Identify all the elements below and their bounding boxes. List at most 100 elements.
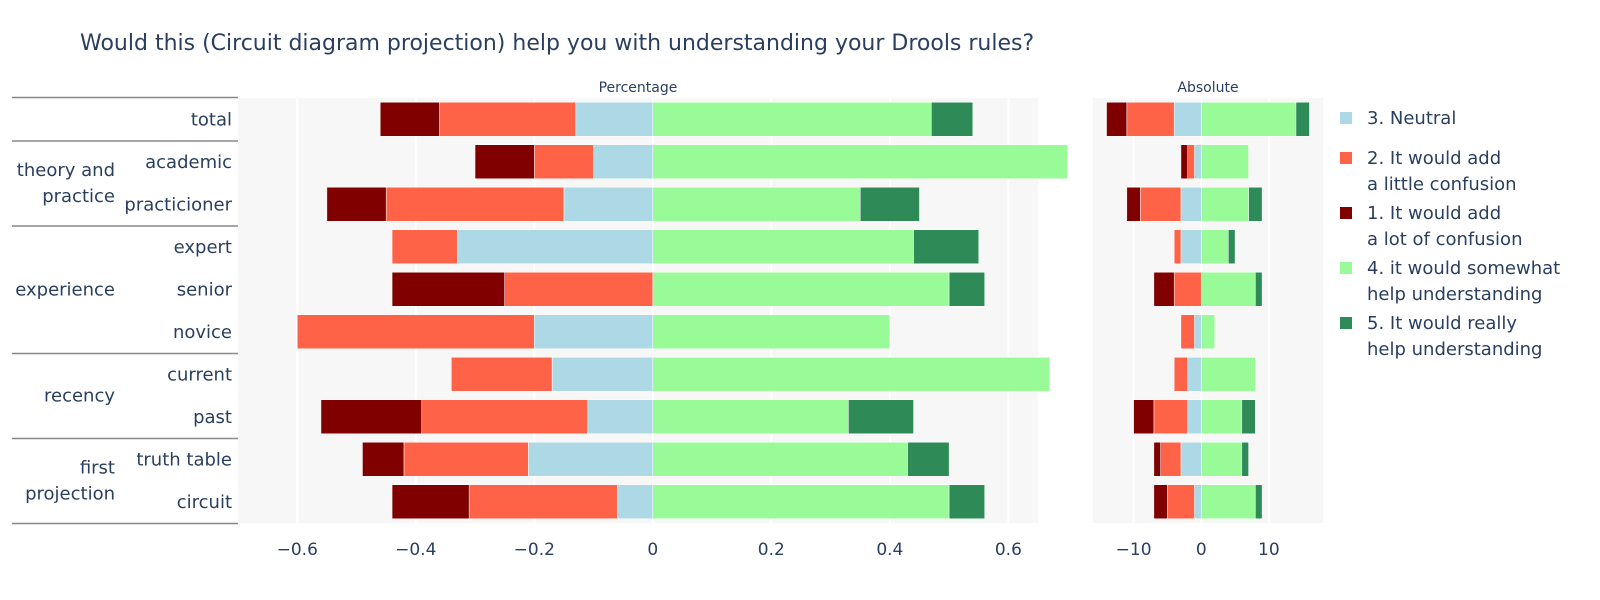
- abs-bar-somewhat-novice: [1200, 314, 1216, 349]
- pct-bar-little-truth-table: [403, 442, 529, 477]
- row-label-truth-table: truth table: [136, 449, 232, 470]
- abs-bar-neutral-circuit: [1194, 484, 1202, 519]
- row-label-practicioner: practicioner: [124, 194, 232, 215]
- abs-bar-little-novice: [1180, 314, 1195, 349]
- legend-label-little: 2. It would add: [1367, 148, 1501, 169]
- abs-bar-really-expert: [1228, 229, 1236, 264]
- abs-bar-lot-senior: [1153, 272, 1175, 307]
- abs-bar-really-circuit: [1255, 484, 1263, 519]
- legend-label-somewhat: help understanding: [1367, 284, 1542, 305]
- x-axis-ticks: −0.6 −0.4 −0.2 0 0.2 0.4 0.6 −10 0 10: [277, 540, 1280, 560]
- abs-x-tick-label: 10: [1258, 540, 1280, 560]
- legend-label-really: 5. It would really: [1367, 313, 1517, 334]
- legend-swatch-really: [1340, 317, 1352, 329]
- percentage-panel-title: Percentage: [599, 80, 678, 96]
- pct-x-tick-label: 0.4: [876, 540, 903, 560]
- pct-bar-lot-past: [320, 399, 422, 434]
- pct-bar-somewhat-novice: [652, 314, 891, 349]
- abs-bar-somewhat-circuit: [1200, 484, 1256, 519]
- legend-label-little: a little confusion: [1367, 174, 1517, 195]
- pct-bar-really-past: [848, 399, 914, 434]
- pct-x-tick-label: 0.6: [995, 540, 1022, 560]
- legend-swatch-neutral: [1340, 112, 1352, 124]
- legend-label-somewhat: 4. it would somewhat: [1367, 258, 1560, 279]
- pct-bar-somewhat-academic: [652, 144, 1068, 179]
- pct-bar-neutral-expert: [457, 229, 654, 264]
- pct-bar-somewhat-current: [652, 357, 1051, 392]
- abs-bar-neutral-past: [1187, 399, 1202, 434]
- pct-bar-somewhat-circuit: [652, 484, 950, 519]
- abs-bar-little-expert: [1173, 229, 1182, 264]
- pct-bar-somewhat-practicioner: [652, 187, 861, 222]
- row-label-total: total: [191, 109, 232, 130]
- abs-bar-little-truth-table: [1160, 442, 1182, 477]
- pct-bar-lot-senior: [391, 272, 505, 307]
- pct-bar-really-total: [931, 102, 974, 137]
- pct-bar-little-novice: [297, 314, 535, 349]
- legend-label-lot: 1. It would add: [1367, 203, 1501, 224]
- abs-bar-somewhat-academic: [1200, 144, 1249, 179]
- abs-bar-neutral-novice: [1194, 314, 1202, 349]
- pct-bar-neutral-practicioner: [563, 187, 654, 222]
- legend-label-really: help understanding: [1367, 339, 1542, 360]
- pct-bar-lot-practicioner: [326, 187, 387, 222]
- pct-bar-somewhat-expert: [652, 229, 914, 264]
- abs-bar-lot-total: [1106, 102, 1128, 137]
- abs-bar-little-current: [1173, 357, 1188, 392]
- pct-bar-neutral-current: [551, 357, 654, 392]
- pct-bar-lot-academic: [474, 144, 535, 179]
- group-label: projection: [25, 484, 115, 505]
- abs-bar-really-practicioner: [1248, 187, 1263, 222]
- row-label-current: current: [167, 364, 232, 385]
- abs-bar-neutral-expert: [1180, 229, 1202, 264]
- group-label: practice: [42, 186, 115, 207]
- pct-bar-little-expert: [391, 229, 458, 264]
- abs-bar-really-total: [1295, 102, 1310, 137]
- pct-bar-neutral-circuit: [617, 484, 654, 519]
- pct-x-tick-label: −0.6: [277, 540, 318, 560]
- chart-title: Would this (Circuit diagram projection) …: [80, 31, 1034, 56]
- abs-bar-lot-past: [1133, 399, 1155, 434]
- pct-bar-neutral-total: [575, 102, 654, 137]
- row-label-academic: academic: [145, 152, 232, 173]
- pct-bar-neutral-past: [587, 399, 654, 434]
- pct-bar-little-past: [421, 399, 588, 434]
- abs-bar-little-academic: [1187, 144, 1195, 179]
- abs-bar-somewhat-past: [1200, 399, 1243, 434]
- abs-bar-neutral-total: [1173, 102, 1202, 137]
- pct-bar-really-expert: [913, 229, 979, 264]
- pct-bar-little-circuit: [468, 484, 618, 519]
- abs-bar-really-truth-table: [1241, 442, 1249, 477]
- abs-bar-little-senior: [1173, 272, 1202, 307]
- pct-bar-somewhat-senior: [652, 272, 950, 307]
- abs-bar-neutral-truth-table: [1180, 442, 1202, 477]
- pct-bar-really-practicioner: [859, 187, 920, 222]
- group-label: recency: [44, 386, 115, 407]
- abs-bar-little-past: [1153, 399, 1188, 434]
- pct-x-tick-label: 0.2: [758, 540, 785, 560]
- pct-bar-little-total: [439, 102, 577, 137]
- abs-bar-little-total: [1126, 102, 1175, 137]
- pct-bar-really-truth-table: [907, 442, 950, 477]
- legend-label-neutral: 3. Neutral: [1367, 108, 1456, 129]
- abs-bar-lot-circuit: [1153, 484, 1168, 519]
- pct-x-tick-label: −0.4: [395, 540, 436, 560]
- pct-bar-lot-total: [379, 102, 440, 137]
- abs-bar-really-senior: [1255, 272, 1263, 307]
- group-label: experience: [15, 279, 115, 300]
- abs-bar-lot-academic: [1180, 144, 1188, 179]
- legend-swatch-little: [1340, 152, 1352, 164]
- abs-bar-somewhat-practicioner: [1200, 187, 1249, 222]
- abs-bar-neutral-academic: [1194, 144, 1202, 179]
- pct-bar-really-senior: [948, 272, 985, 307]
- bars: [297, 102, 1310, 519]
- legend-label-lot: a lot of confusion: [1367, 229, 1522, 250]
- row-label-circuit: circuit: [177, 492, 232, 513]
- abs-bar-somewhat-current: [1200, 357, 1256, 392]
- group-labels: theory and practice experience recency first…: [12, 96, 238, 525]
- pct-bar-little-current: [451, 357, 553, 392]
- legend-swatch-somewhat: [1340, 262, 1352, 274]
- group-label: first: [80, 458, 115, 479]
- pct-bar-little-academic: [534, 144, 594, 179]
